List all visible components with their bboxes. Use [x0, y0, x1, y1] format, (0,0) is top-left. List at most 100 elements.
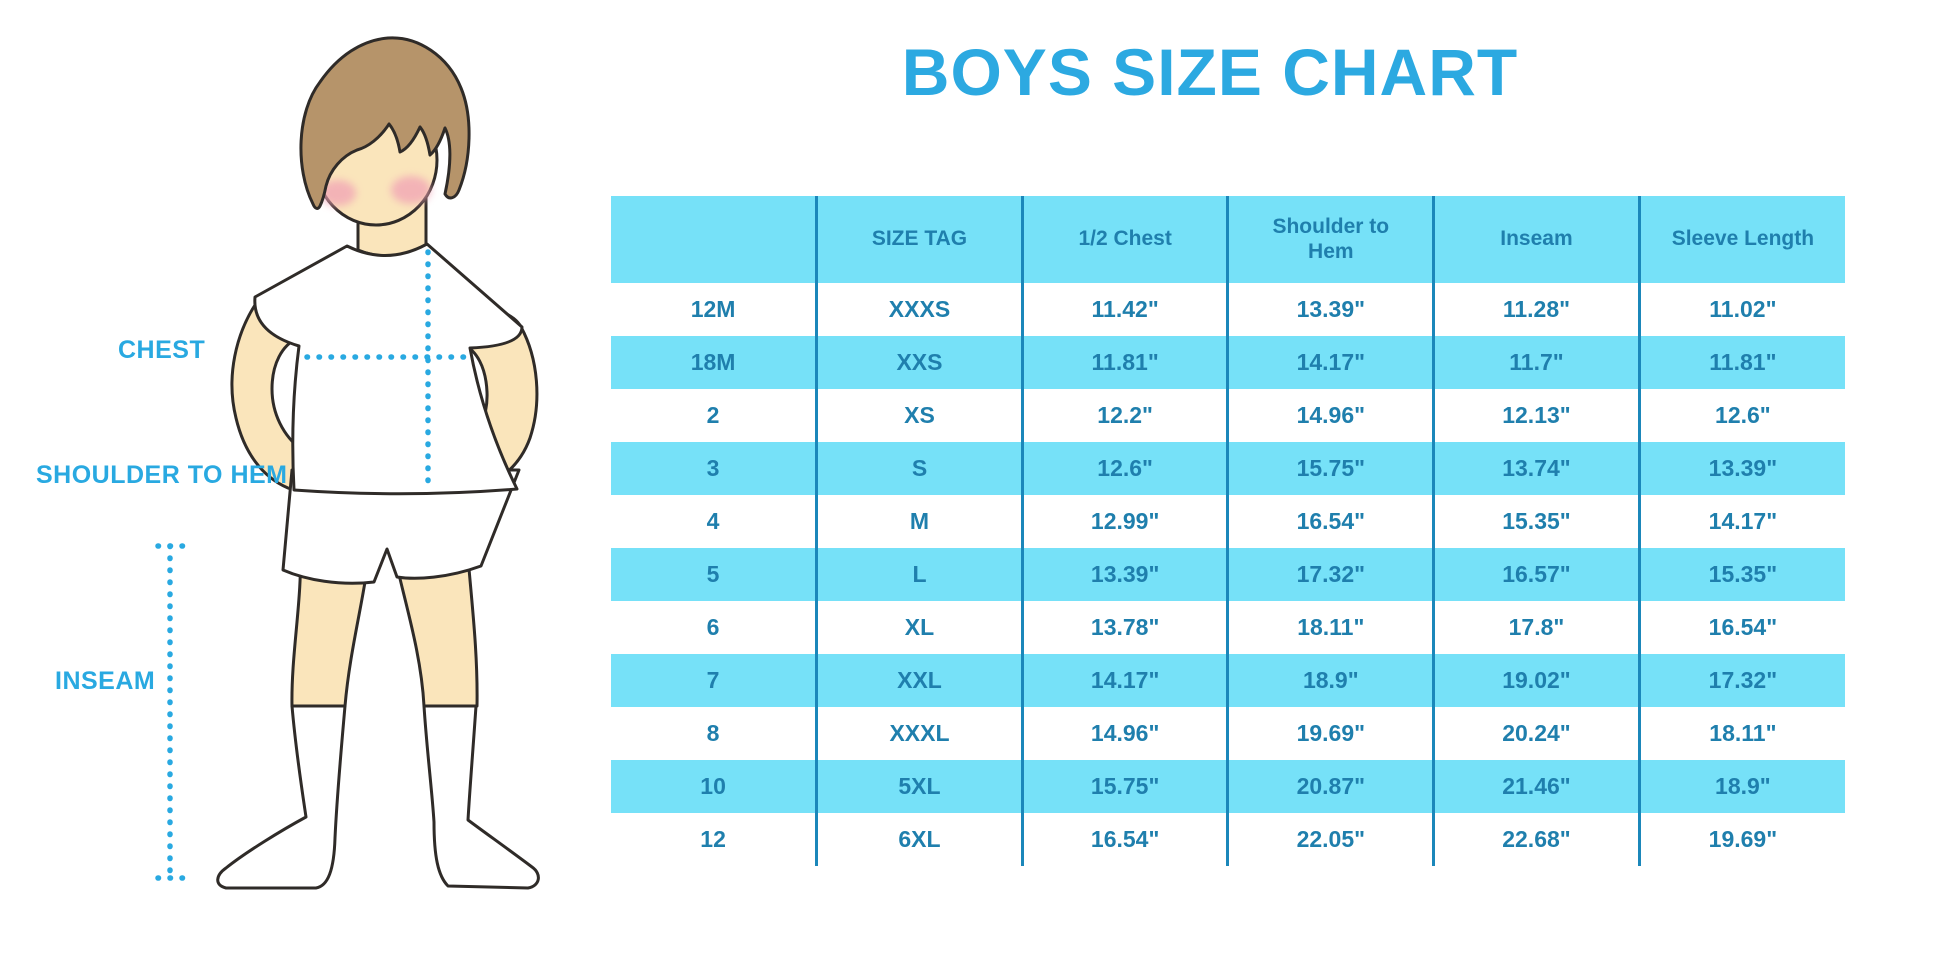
table-cell: 13.78"	[1020, 601, 1228, 654]
table-cell: 8	[706, 720, 720, 746]
table-cell: 2	[706, 402, 720, 428]
table-cell: 15.35"	[1637, 548, 1845, 601]
boy-shorts	[281, 468, 521, 585]
table-cell: 16.54"	[1637, 601, 1845, 654]
boy-hair	[299, 36, 471, 210]
table-cell: 12	[700, 826, 726, 852]
table-cell: 16.54"	[1020, 813, 1228, 866]
size-table-body: 12M XXXS 11.42" 13.39" 11.28" 11.02" 18M XXS 11.…	[611, 283, 1845, 866]
table-cell: 18M	[690, 349, 736, 375]
table-row: 7 XXL 14.17" 18.9" 19.02" 17.32"	[611, 654, 1845, 707]
table-row: 18M XXS 11.81" 14.17" 11.7" 11.81"	[611, 336, 1845, 389]
table-cell: 19.69"	[1226, 707, 1434, 760]
table-cell: 10	[700, 773, 726, 799]
boy-blush-right	[391, 176, 431, 204]
table-cell: 22.68"	[1432, 813, 1640, 866]
page-title: BOYS SIZE CHART	[901, 35, 1519, 109]
col-header-shoulder-to-hem-text: Shoulder to Hem	[1272, 214, 1390, 263]
table-cell: 14.17"	[1637, 495, 1845, 548]
boy-illustration	[155, 36, 540, 890]
table-row: 2 XS 12.2" 14.96" 12.13" 12.6"	[611, 389, 1845, 442]
table-cell: 12.6"	[1637, 389, 1845, 442]
boy-right-sock	[422, 704, 540, 890]
table-cell: XXL	[815, 654, 1023, 707]
table-row: 4 M 12.99" 16.54" 15.35" 14.17"	[611, 495, 1845, 548]
table-cell: 22.05"	[1226, 813, 1434, 866]
table-cell: 13.74"	[1432, 442, 1640, 495]
table-cell: M	[815, 495, 1023, 548]
table-cell: 13.39"	[1226, 283, 1434, 336]
size-table-header: SIZE TAG 1/2 Chest Shoulder to Hem Insea…	[611, 196, 1845, 283]
table-cell: 20.24"	[1432, 707, 1640, 760]
table-cell: L	[815, 548, 1023, 601]
table-row: 6 XL 13.78" 18.11" 17.8" 16.54"	[611, 601, 1845, 654]
col-header-size-tag: SIZE TAG	[815, 196, 1023, 283]
table-cell: 15.75"	[1020, 760, 1228, 813]
col-header-inseam: Inseam	[1432, 196, 1640, 283]
table-cell: 11.81"	[1637, 336, 1845, 389]
table-cell: 7	[706, 667, 720, 693]
table-cell: 11.02"	[1637, 283, 1845, 336]
table-cell: 14.17"	[1020, 654, 1228, 707]
boy-blush-left	[320, 180, 356, 206]
table-cell: 12.99"	[1020, 495, 1228, 548]
table-cell: 19.69"	[1637, 813, 1845, 866]
table-cell: 17.32"	[1226, 548, 1434, 601]
table-cell: 17.32"	[1637, 654, 1845, 707]
table-cell: 19.02"	[1432, 654, 1640, 707]
table-row: 8 XXXL 14.96" 19.69" 20.24" 18.11"	[611, 707, 1845, 760]
table-cell: 4	[706, 508, 720, 534]
table-cell: 6	[706, 614, 720, 640]
table-cell: S	[815, 442, 1023, 495]
boy-left-sock	[216, 704, 347, 890]
table-cell: 13.39"	[1020, 548, 1228, 601]
size-table: SIZE TAG 1/2 Chest Shoulder to Hem Insea…	[611, 196, 1845, 866]
table-cell: 11.28"	[1432, 283, 1640, 336]
table-row: 10 5XL 15.75" 20.87" 21.46" 18.9"	[611, 760, 1845, 813]
table-cell: 11.81"	[1020, 336, 1228, 389]
table-cell: 14.96"	[1226, 389, 1434, 442]
chest-label: CHEST	[118, 336, 206, 364]
col-header-size	[611, 196, 817, 283]
table-cell: 12M	[690, 296, 736, 322]
table-cell: 5	[706, 561, 720, 587]
table-row: 12 6XL 16.54" 22.05" 22.68" 19.69"	[611, 813, 1845, 866]
shoulder-to-hem-label: SHOULDER TO HEM	[36, 461, 288, 489]
table-cell: 3	[706, 455, 720, 481]
table-cell: 14.96"	[1020, 707, 1228, 760]
col-header-sleeve-length: Sleeve Length	[1637, 196, 1845, 283]
table-cell: 11.42"	[1020, 283, 1228, 336]
table-cell: 16.57"	[1432, 548, 1640, 601]
table-row: 3 S 12.6" 15.75" 13.74" 13.39"	[611, 442, 1845, 495]
table-cell: 18.11"	[1637, 707, 1845, 760]
table-cell: 15.75"	[1226, 442, 1434, 495]
table-cell: 17.8"	[1432, 601, 1640, 654]
table-cell: 5XL	[815, 760, 1023, 813]
table-cell: 16.54"	[1226, 495, 1434, 548]
table-cell: 18.9"	[1637, 760, 1845, 813]
col-header-half-chest: 1/2 Chest	[1020, 196, 1228, 283]
table-cell: 21.46"	[1432, 760, 1640, 813]
table-cell: XXS	[815, 336, 1023, 389]
header-row: SIZE TAG 1/2 Chest Shoulder to Hem Insea…	[611, 196, 1845, 283]
table-cell: 12.13"	[1432, 389, 1640, 442]
boy-shirt	[253, 242, 524, 496]
table-cell: 11.7"	[1432, 336, 1640, 389]
table-cell: 6XL	[815, 813, 1023, 866]
col-header-shoulder-to-hem: Shoulder to Hem	[1226, 196, 1434, 283]
table-row: 5 L 13.39" 17.32" 16.57" 15.35"	[611, 548, 1845, 601]
inseam-label: INSEAM	[55, 667, 156, 695]
table-cell: XS	[815, 389, 1023, 442]
table-cell: 12.2"	[1020, 389, 1228, 442]
table-cell: XXXL	[815, 707, 1023, 760]
table-cell: 18.9"	[1226, 654, 1434, 707]
table-cell: 20.87"	[1226, 760, 1434, 813]
table-cell: 18.11"	[1226, 601, 1434, 654]
table-cell: 12.6"	[1020, 442, 1228, 495]
table-cell: 14.17"	[1226, 336, 1434, 389]
table-row: 12M XXXS 11.42" 13.39" 11.28" 11.02"	[611, 283, 1845, 336]
table-cell: 15.35"	[1432, 495, 1640, 548]
table-cell: 13.39"	[1637, 442, 1845, 495]
table-cell: XL	[815, 601, 1023, 654]
